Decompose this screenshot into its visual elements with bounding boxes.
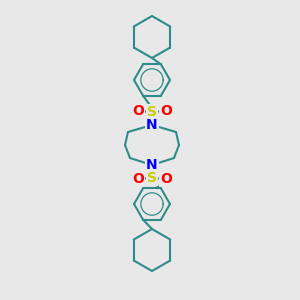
Text: O: O (160, 172, 172, 186)
Text: O: O (160, 104, 172, 118)
Text: O: O (132, 172, 144, 186)
Text: S: S (147, 171, 157, 185)
Text: N: N (146, 118, 158, 132)
Text: O: O (132, 104, 144, 118)
Text: N: N (146, 158, 158, 172)
Text: S: S (147, 105, 157, 119)
